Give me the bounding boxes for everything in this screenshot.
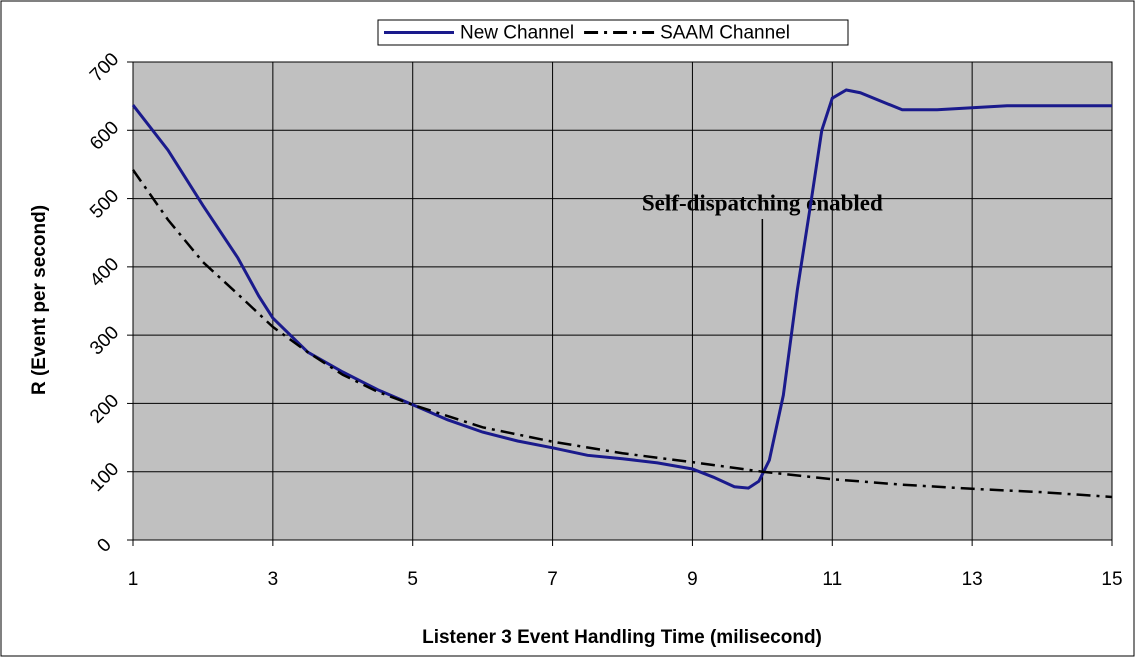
x-tick-label: 13	[962, 569, 983, 590]
plot-area	[132, 61, 1113, 541]
x-tick-label: 5	[407, 569, 418, 590]
x-tick-label: 15	[1101, 569, 1122, 590]
legend-box	[377, 19, 849, 46]
data-line	[131, 88, 1112, 490]
data-line	[131, 169, 1113, 499]
legend-label: New Channel	[460, 23, 574, 44]
x-tick-label: 1	[128, 569, 139, 590]
legend: New Channel SAAM Channel	[377, 19, 849, 46]
legend-label: SAAM Channel	[660, 23, 790, 44]
x-tick-label: 9	[687, 569, 698, 590]
annotation: Self-dispatching enabled	[642, 190, 883, 215]
x-axis-label: Listener 3 Event Handling Time (miliseco…	[422, 627, 822, 648]
y-axis-label: R (Event per second)	[29, 205, 50, 395]
x-tick-label: 3	[268, 569, 279, 590]
x-tick-label: 11	[822, 569, 842, 590]
x-tick-label: 7	[547, 569, 558, 590]
